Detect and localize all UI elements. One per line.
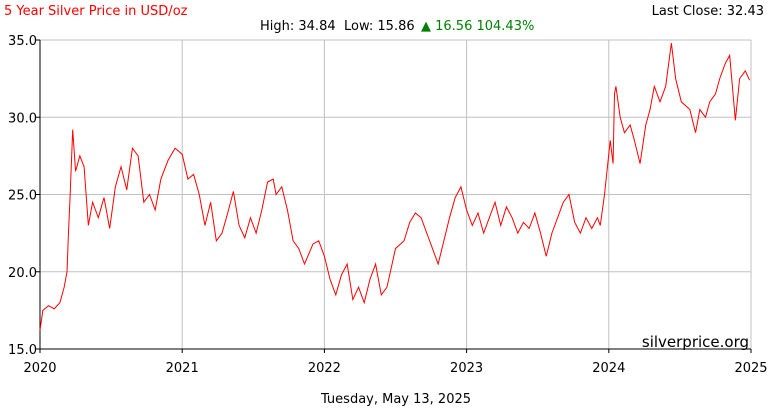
x-tick-label: 2024: [592, 361, 625, 376]
high: High: 34.84: [260, 19, 336, 34]
change: ▲ 16.56 104.43%: [421, 19, 534, 34]
x-tick-label: 2025: [734, 361, 767, 376]
x-tick-label: 2021: [166, 361, 199, 376]
last-close: Last Close: 32.43: [652, 4, 764, 19]
x-tick-label: 2023: [450, 361, 483, 376]
plot: 15.0 20.0 25.0 30.0 35.0 2020 2021 2022 2023 2024…: [8, 34, 768, 376]
y-tick-label: 25.0: [8, 189, 37, 204]
y-tick-label: 35.0: [8, 34, 37, 49]
low: Low: 15.86: [344, 19, 415, 34]
chart-title: 5 Year Silver Price in USD/oz: [4, 4, 188, 19]
date: Tuesday, May 13, 2025: [320, 392, 471, 407]
x-tick-label: 2020: [23, 361, 56, 376]
x-tick-label: 2022: [308, 361, 341, 376]
y-tick-label: 30.0: [8, 111, 37, 126]
y-tick-label: 20.0: [8, 266, 37, 281]
y-tick-label: 15.0: [8, 343, 37, 358]
watermark: silverprice.org: [642, 333, 749, 351]
price-line: [39, 43, 751, 331]
